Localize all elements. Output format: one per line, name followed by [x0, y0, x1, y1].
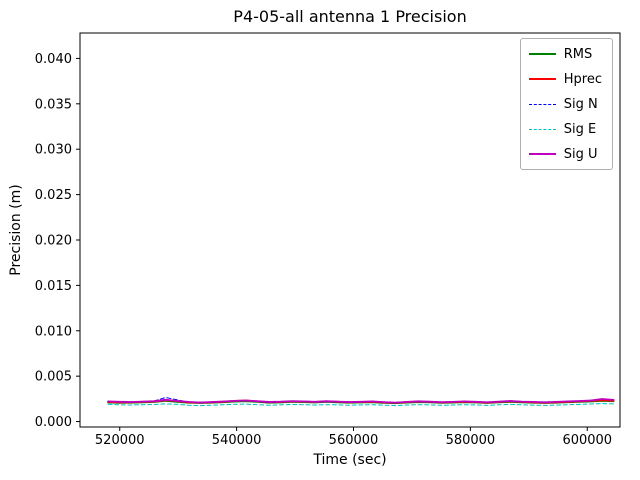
y-tick-label: 0.020 — [35, 233, 72, 248]
legend-item: RMS — [528, 45, 602, 63]
legend: RMS Hprec Sig N Sig E Sig U — [519, 38, 613, 170]
y-tick-label: 0.035 — [35, 97, 72, 112]
x-tick-label: 560000 — [329, 433, 379, 448]
x-tick-label: 520000 — [95, 433, 145, 448]
legend-line-sample-sig-n — [528, 103, 556, 105]
series-line-sig-u — [107, 398, 615, 404]
legend-line-sample-hprec — [528, 78, 556, 80]
legend-item-label: Sig E — [563, 121, 597, 137]
legend-item-label: Sig U — [563, 146, 598, 162]
legend-item: Sig E — [528, 120, 602, 138]
axes-box — [79, 32, 621, 428]
legend-line-sample-sig-u — [528, 153, 556, 155]
y-tick-label: 0.015 — [35, 279, 72, 294]
x-tick-label: 580000 — [446, 433, 496, 448]
y-tick-label: 0.025 — [35, 188, 72, 203]
legend-item: Sig U — [528, 145, 602, 163]
chart-title: P4-05-all antenna 1 Precision — [233, 7, 467, 26]
legend-item-label: Sig N — [563, 96, 598, 112]
y-tick-label: 0.000 — [35, 415, 72, 430]
legend-item: Hprec — [528, 70, 602, 88]
y-tick-label: 0.030 — [35, 143, 72, 158]
x-axis-label: Time (sec) — [313, 452, 387, 468]
y-tick-label: 0.010 — [35, 324, 72, 339]
legend-item-label: Hprec — [563, 71, 602, 87]
legend-line-sample-sig-e — [528, 128, 556, 130]
x-tick-label: 540000 — [212, 433, 262, 448]
legend-item-label: RMS — [563, 46, 593, 62]
legend-line-sample-rms — [528, 53, 556, 55]
y-tick-label: 0.005 — [35, 370, 72, 385]
x-tick-label: 600000 — [562, 433, 612, 448]
legend-item: Sig N — [528, 95, 602, 113]
y-tick-label: 0.040 — [35, 52, 72, 67]
series-line-sig-e — [107, 403, 615, 407]
